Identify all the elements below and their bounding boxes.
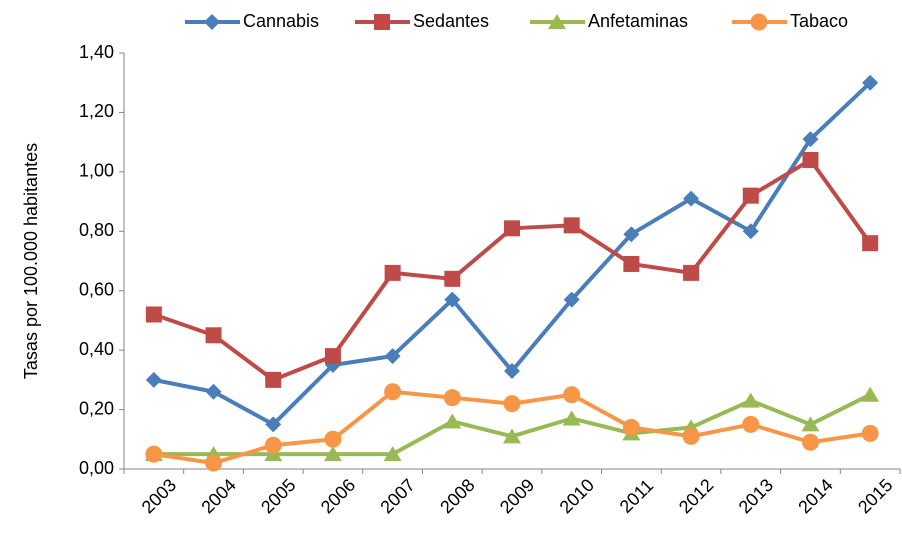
legend-label: Tabaco	[790, 11, 848, 31]
x-tick-label: 2013	[735, 475, 777, 517]
data-point	[862, 235, 879, 252]
y-tick-label: 0,60	[79, 279, 114, 299]
data-point	[742, 415, 760, 433]
data-point	[504, 362, 520, 379]
legend-marker	[374, 14, 390, 30]
data-point	[323, 446, 342, 462]
data-point	[802, 151, 819, 168]
y-tick-label: 1,20	[79, 101, 114, 121]
data-point	[742, 223, 759, 240]
data-point	[383, 446, 402, 462]
legend-marker	[204, 14, 220, 30]
legend-label: Anfetaminas	[588, 11, 688, 31]
data-point	[145, 371, 162, 388]
data-point	[861, 424, 879, 442]
x-tick-label: 2015	[854, 475, 896, 517]
data-point	[443, 413, 462, 429]
data-point	[384, 348, 401, 365]
x-tick-label: 2011	[616, 475, 658, 517]
y-tick-label: 1,40	[79, 42, 114, 62]
x-tick-label: 2008	[436, 475, 478, 517]
x-tick-label: 2010	[556, 475, 598, 517]
data-point	[504, 220, 520, 237]
data-point	[683, 190, 700, 207]
y-tick-label: 0,80	[79, 220, 114, 240]
data-point	[384, 264, 401, 281]
data-point	[503, 395, 521, 413]
series-line	[153, 157, 872, 382]
data-point	[324, 430, 342, 448]
data-point	[801, 416, 820, 432]
x-tick-label: 2006	[317, 475, 359, 517]
data-point	[563, 386, 581, 404]
x-tick-label: 2012	[675, 475, 717, 517]
data-point	[265, 371, 282, 388]
data-point	[145, 306, 162, 323]
data-point	[443, 389, 461, 407]
data-point	[741, 392, 760, 408]
legend-label: Cannabis	[243, 11, 319, 31]
data-point	[623, 255, 640, 272]
y-axis-label: Tasas por 100.000 habitantes	[21, 143, 41, 379]
data-point	[205, 454, 223, 472]
data-point	[802, 131, 819, 148]
data-point	[623, 226, 640, 243]
data-point	[682, 427, 700, 445]
x-tick-label: 2005	[257, 475, 299, 517]
data-point	[862, 74, 879, 91]
x-tick-label: 2003	[138, 475, 180, 517]
x-tick-label: 2007	[377, 475, 419, 517]
data-point	[503, 428, 521, 444]
data-point	[683, 264, 700, 281]
data-point	[145, 445, 163, 463]
data-point	[622, 418, 640, 436]
y-tick-label: 0,20	[79, 398, 114, 418]
data-point	[265, 416, 282, 433]
data-point	[205, 327, 222, 344]
data-point	[861, 386, 880, 402]
y-tick-label: 0,00	[79, 458, 114, 478]
data-point	[205, 383, 222, 400]
y-tick-label: 1,00	[79, 161, 114, 181]
legend-marker	[548, 14, 566, 29]
data-point	[324, 348, 341, 365]
data-point	[264, 436, 282, 454]
x-tick-label: 2004	[197, 475, 239, 517]
data-point	[444, 270, 461, 287]
data-point	[563, 217, 580, 234]
data-point	[562, 410, 581, 426]
x-tick-label: 2009	[496, 475, 538, 517]
data-point	[742, 187, 759, 204]
data-point	[563, 291, 580, 308]
data-point	[801, 433, 819, 451]
x-tick-label: 2014	[794, 475, 836, 517]
data-point	[444, 291, 461, 308]
legend-marker	[750, 13, 768, 31]
legend-label: Sedantes	[413, 11, 489, 31]
y-tick-label: 0,40	[79, 339, 114, 359]
data-point	[384, 383, 402, 401]
